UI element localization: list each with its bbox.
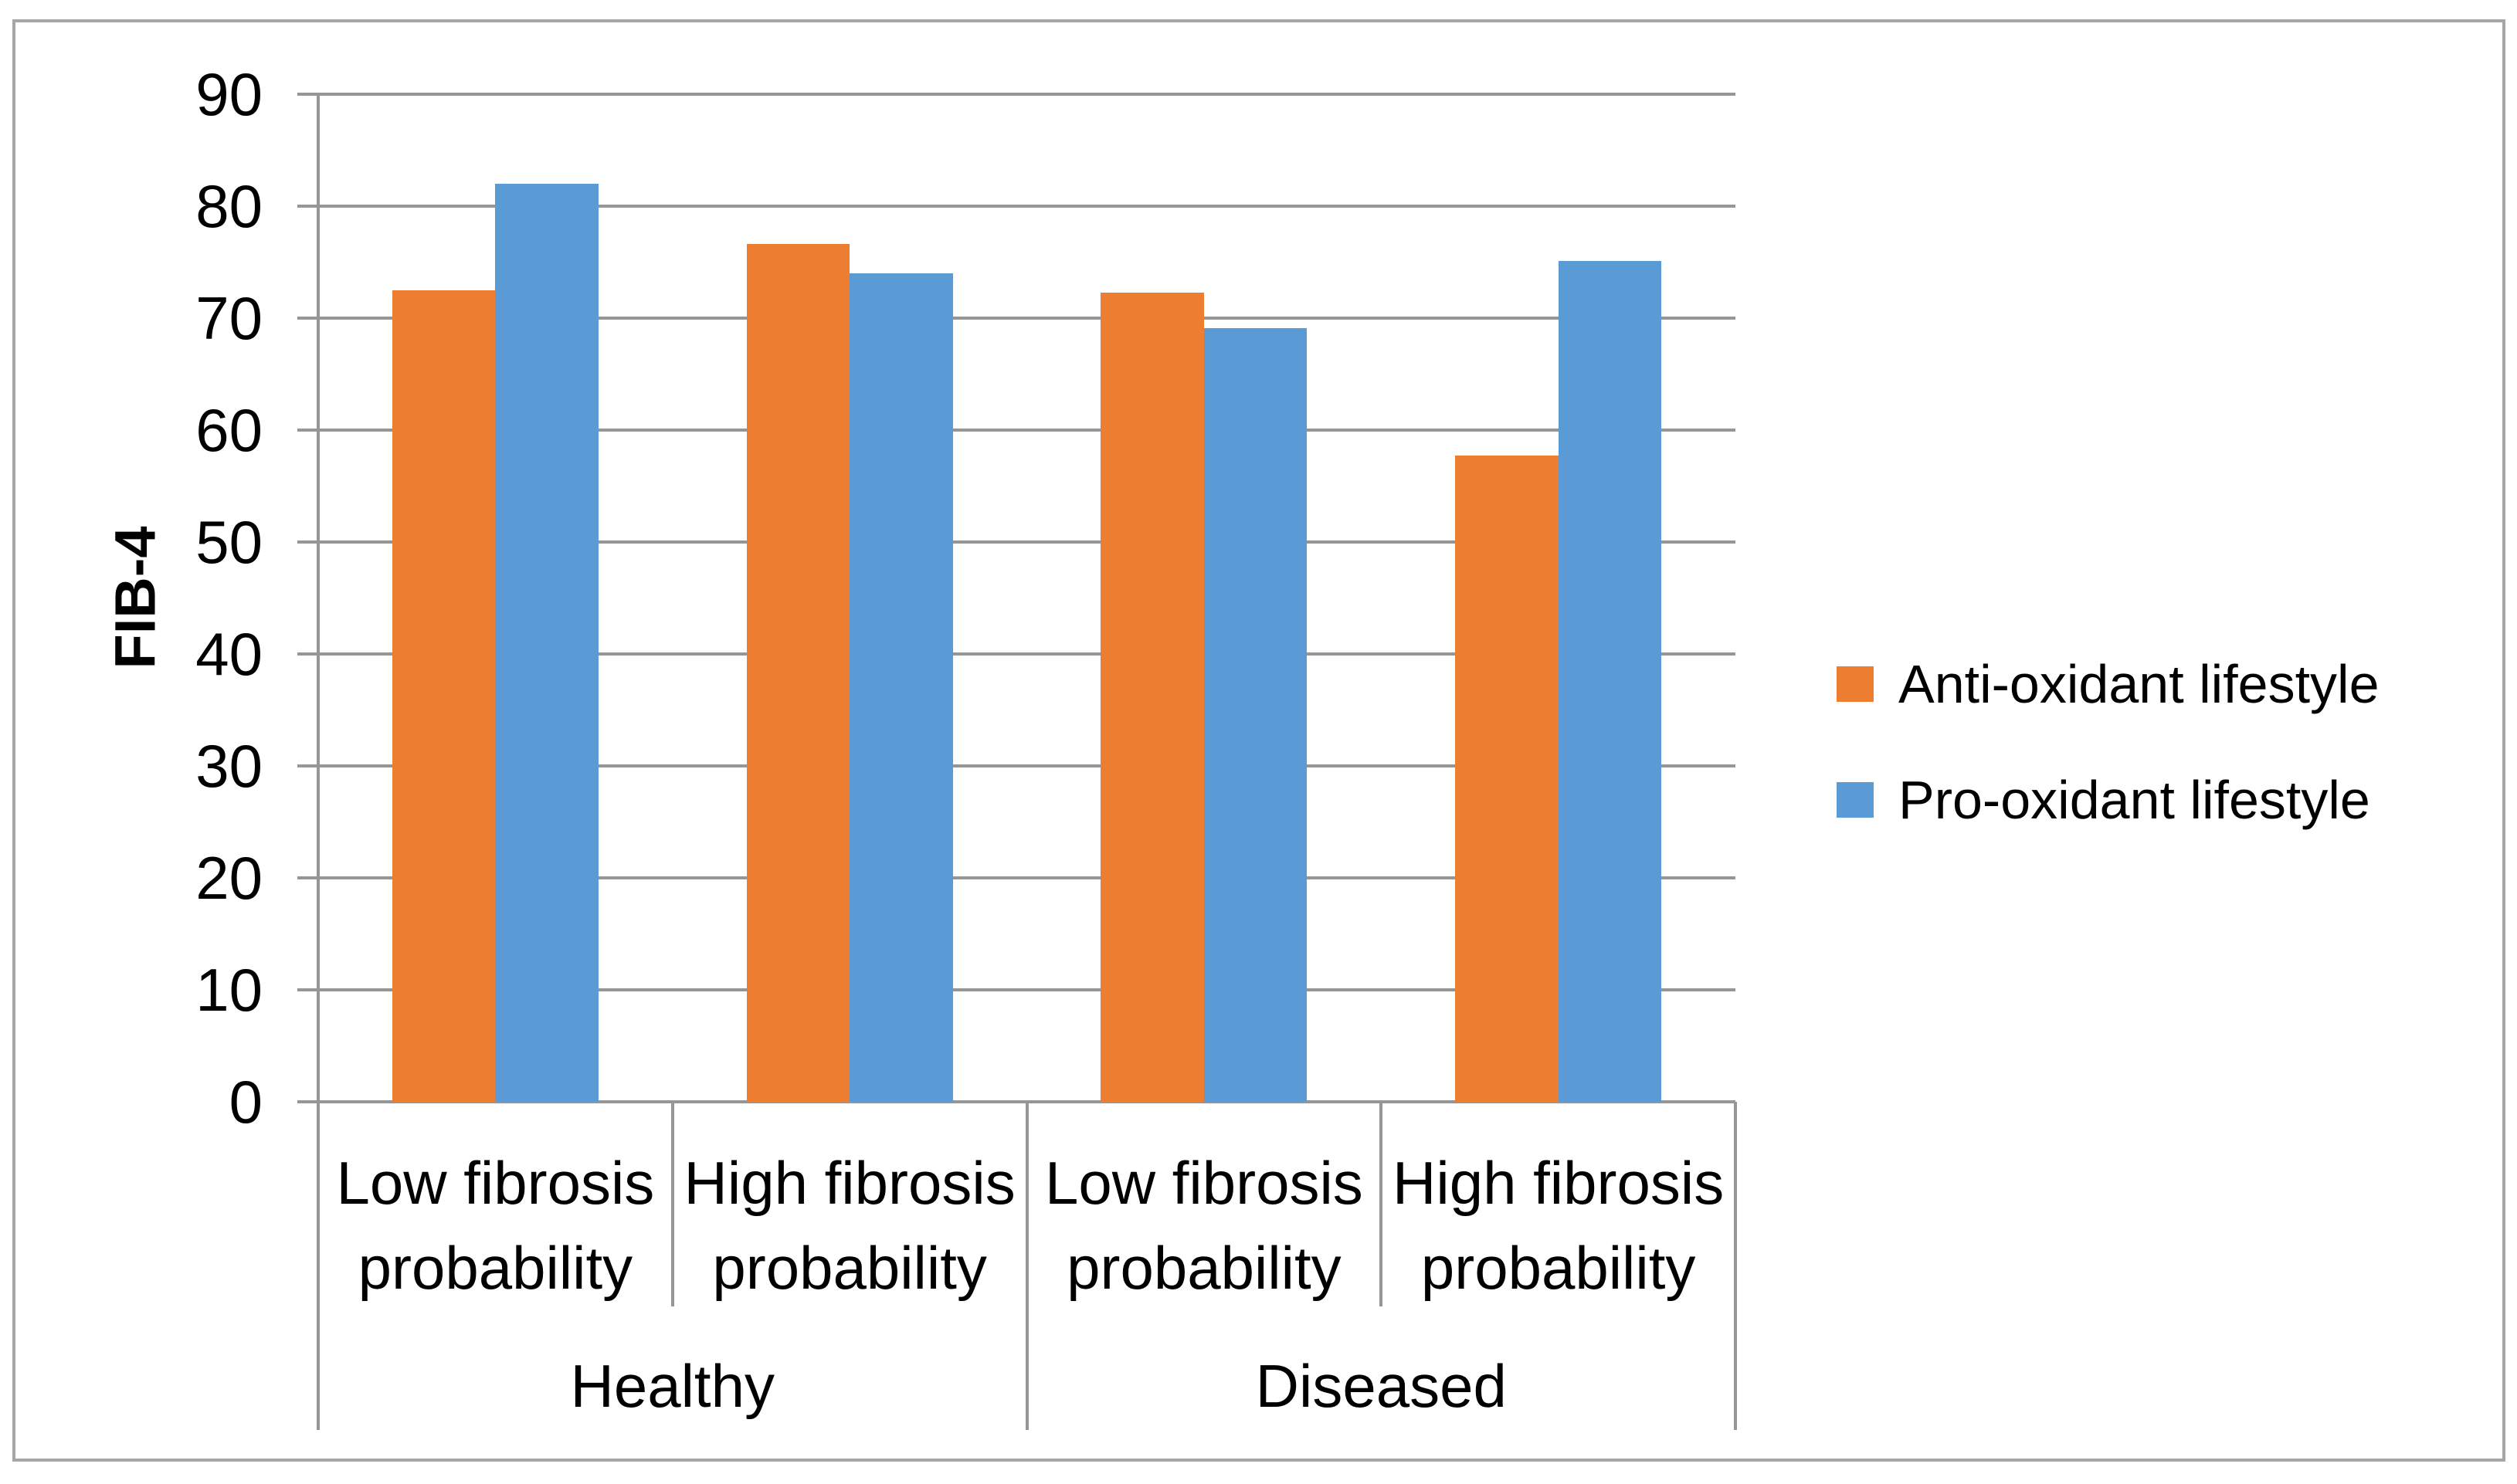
y-tick-label-80: 80 <box>195 172 263 240</box>
bar-anti-cat1 <box>746 244 850 1102</box>
gridline-20 <box>297 876 1735 879</box>
category-label-3: High fibrosis probability <box>1381 1140 1735 1310</box>
bar-pro-cat2 <box>1203 328 1308 1102</box>
y-tick-label-20: 20 <box>195 844 263 912</box>
y-tick-label-90: 90 <box>195 60 263 128</box>
legend-swatch-anti-oxidant <box>1837 666 1874 702</box>
category-label-line: probability <box>1067 1234 1342 1302</box>
gridline-80 <box>297 205 1735 208</box>
x-axis-separator-3 <box>1379 1102 1383 1306</box>
gridline-70 <box>297 317 1735 320</box>
category-label-line: High fibrosis <box>684 1149 1016 1217</box>
legend-label: Anti-oxidant lifestyle <box>1898 654 2380 714</box>
legend-item-pro-oxidant: Pro-oxidant lifestyle <box>1837 764 2370 835</box>
y-tick-label-0: 0 <box>229 1068 263 1136</box>
bar-pro-cat3 <box>1558 261 1662 1102</box>
y-tick-label-10: 10 <box>195 956 263 1024</box>
gridline-90 <box>297 93 1735 96</box>
y-tick-label-70: 70 <box>195 284 263 352</box>
gridline-30 <box>297 764 1735 767</box>
category-label-2: Low fibrosis probability <box>1027 1140 1382 1310</box>
x-axis-separator-1 <box>670 1102 674 1306</box>
gridline-60 <box>297 429 1735 432</box>
figure-border <box>12 19 2505 1462</box>
category-label-line: probability <box>358 1234 633 1302</box>
legend-item-anti-oxidant: Anti-oxidant lifestyle <box>1837 649 2380 720</box>
bar-anti-cat2 <box>1101 292 1204 1102</box>
y-axis-line <box>317 94 320 1430</box>
y-tick-label-30: 30 <box>195 732 263 800</box>
bar-anti-cat0 <box>392 290 496 1102</box>
category-label-line: probability <box>712 1234 987 1302</box>
y-tick-label-50: 50 <box>195 508 263 576</box>
category-label-line: Low fibrosis <box>1044 1149 1363 1217</box>
gridline-50 <box>297 540 1735 544</box>
category-label-line: High fibrosis <box>1392 1149 1725 1217</box>
category-label-line: Low fibrosis <box>336 1149 655 1217</box>
legend-swatch-pro-oxidant <box>1837 782 1874 818</box>
category-label-1: High fibrosis probability <box>673 1140 1027 1310</box>
y-tick-label-60: 60 <box>195 396 263 464</box>
gridline-0 <box>297 1100 1735 1103</box>
category-label-0: Low fibrosis probability <box>318 1140 673 1310</box>
gridline-40 <box>297 652 1735 656</box>
group-label-1: Diseased <box>1255 1352 1507 1420</box>
bar-pro-cat1 <box>850 273 953 1102</box>
category-label-line: probability <box>1420 1234 1696 1302</box>
bar-anti-cat3 <box>1455 456 1559 1102</box>
legend-label: Pro-oxidant lifestyle <box>1898 770 2370 830</box>
y-tick-label-40: 40 <box>195 620 263 688</box>
x-axis-separator-2 <box>1025 1102 1029 1430</box>
gridline-10 <box>297 988 1735 991</box>
group-label-0: Healthy <box>570 1352 775 1420</box>
bar-pro-cat0 <box>495 184 599 1102</box>
x-axis-separator-4 <box>1734 1102 1737 1430</box>
